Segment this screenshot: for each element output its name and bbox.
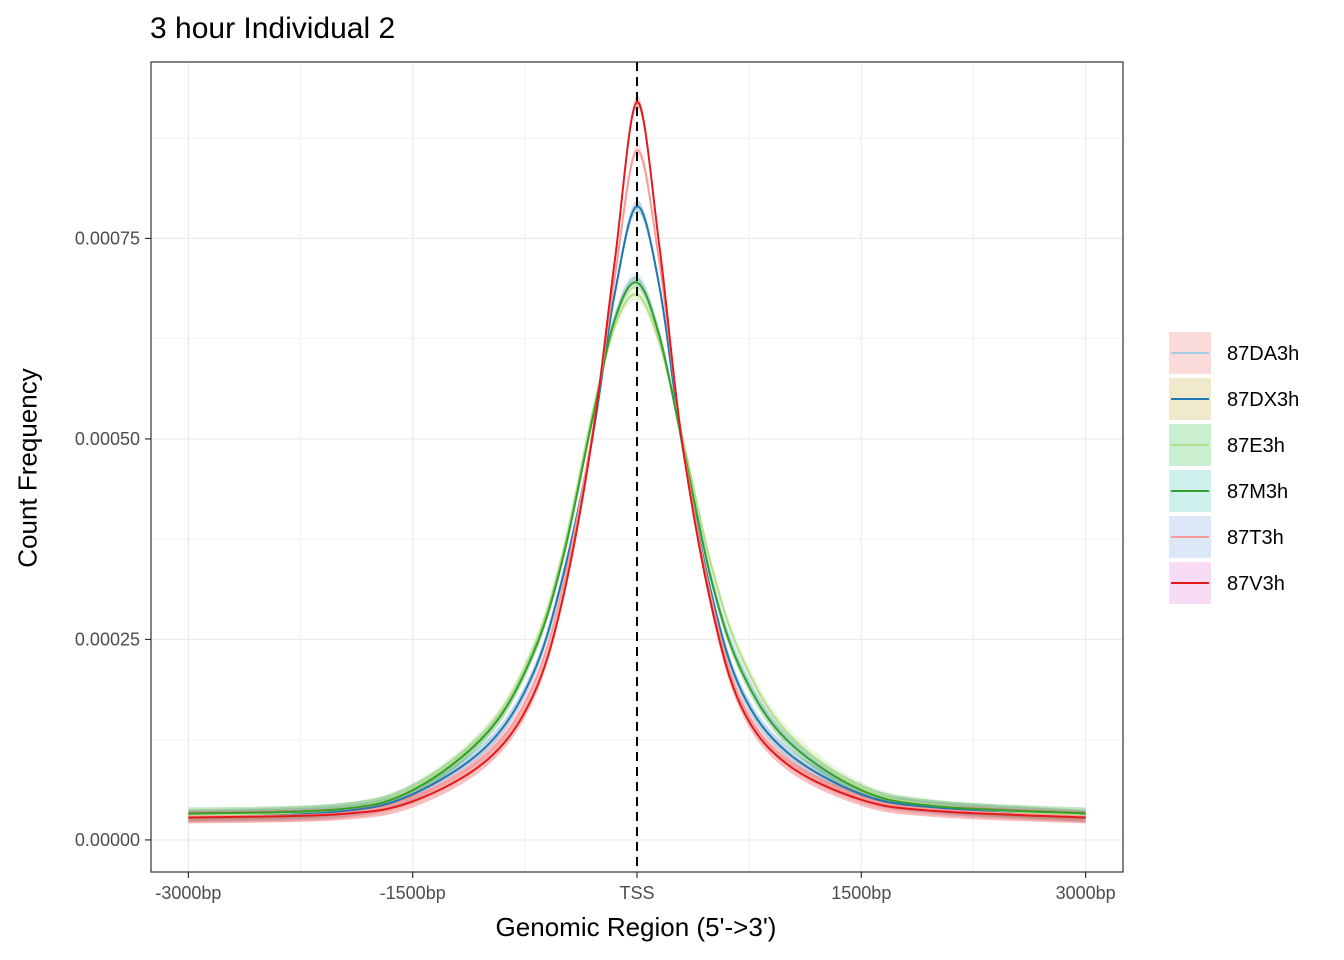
legend-label-87DA3h: 87DA3h	[1227, 343, 1299, 365]
series-line-87DX3h	[188, 205, 1086, 817]
x-axis-ticks: -3000bp -1500bp TSS 1500bp 3000bp	[155, 872, 1116, 903]
x-tick-label: -1500bp	[380, 883, 446, 903]
x-axis-label: Genomic Region (5'->3')	[495, 912, 777, 942]
legend: 87DA3h 87DX3h 87E3h 87M3h 87T3h 87V3h	[1169, 332, 1299, 604]
x-tick-label: TSS	[619, 883, 654, 903]
legend-label-87T3h: 87T3h	[1227, 527, 1284, 549]
y-axis-ticks: 0.00000 0.00025 0.00050 0.00075	[75, 228, 151, 850]
y-tick-label: 0.00000	[75, 830, 140, 850]
y-tick-label: 0.00050	[75, 429, 140, 449]
x-tick-label: -3000bp	[155, 883, 221, 903]
series-line-87T3h	[188, 149, 1086, 818]
series-line-87V3h	[188, 101, 1086, 819]
legend-label-87E3h: 87E3h	[1227, 435, 1285, 457]
legend-label-87DX3h: 87DX3h	[1227, 389, 1299, 411]
legend-label-87V3h: 87V3h	[1227, 573, 1285, 595]
chart-title: 3 hour Individual 2	[150, 12, 396, 45]
y-tick-label: 0.00025	[75, 629, 140, 649]
legend-label-87M3h: 87M3h	[1227, 481, 1288, 503]
x-tick-label: 3000bp	[1056, 883, 1116, 903]
series-lines	[188, 101, 1086, 819]
series-line-87M3h	[188, 281, 1086, 815]
y-tick-label: 0.00075	[75, 228, 140, 248]
x-tick-label: 1500bp	[831, 883, 891, 903]
